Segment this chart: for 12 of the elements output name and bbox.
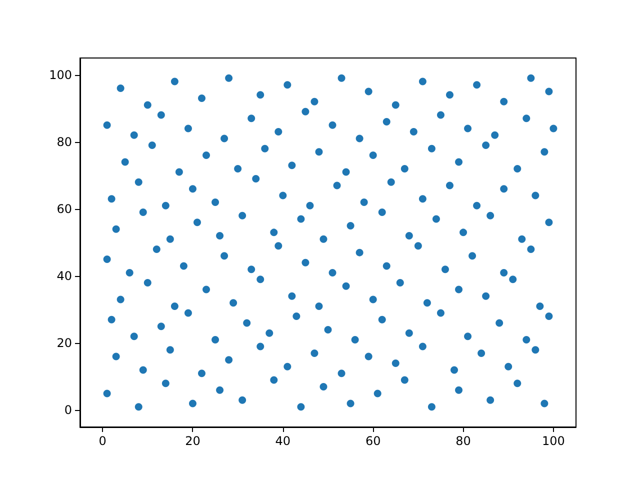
x-tick-label: 40 — [275, 434, 291, 448]
y-tick-label: 60 — [56, 202, 72, 216]
x-tick-label: 60 — [365, 434, 381, 448]
x-tick-label: 0 — [98, 434, 106, 448]
y-tick-label: 0 — [64, 403, 72, 418]
y-tick-label: 100 — [49, 68, 72, 82]
x-tick-label: 20 — [185, 434, 200, 448]
x-tick-label: 100 — [542, 434, 565, 448]
y-tick-label: 20 — [56, 336, 72, 350]
x-tick-label: 80 — [456, 434, 471, 448]
y-tick-label: 80 — [56, 134, 72, 149]
y-tick-label: 40 — [56, 269, 72, 284]
